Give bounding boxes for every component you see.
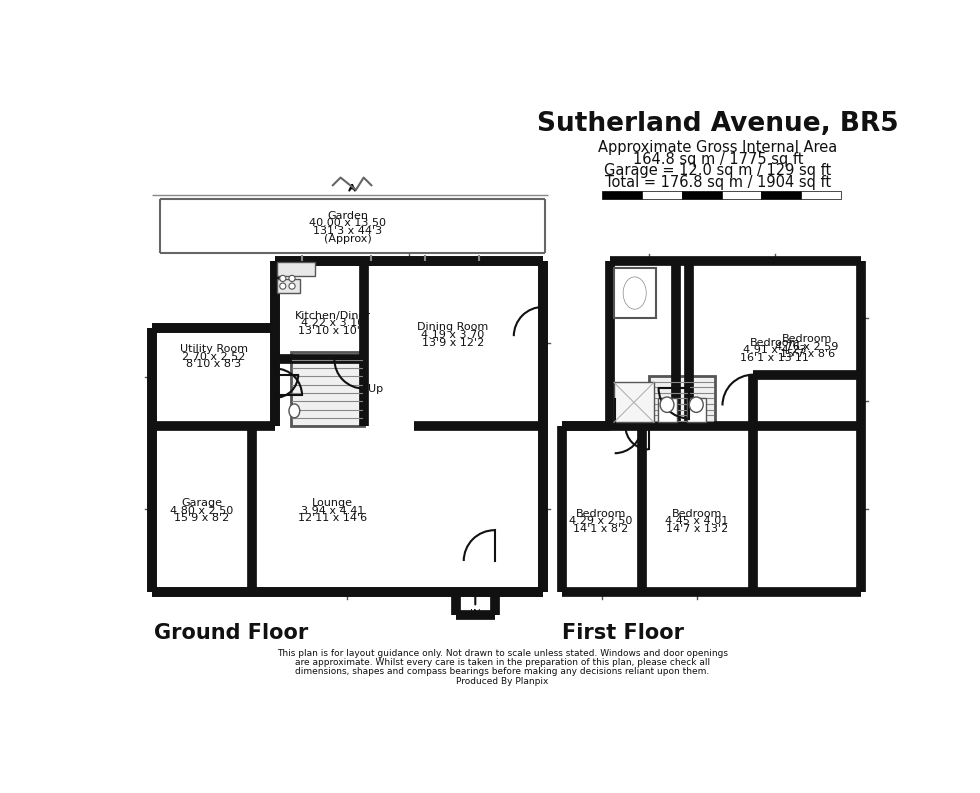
Text: Utility Room: Utility Room	[179, 344, 248, 354]
Text: 13'9 x 12'2: 13'9 x 12'2	[421, 338, 484, 347]
Bar	[802, 191, 841, 199]
Text: 4.22 x 3.10: 4.22 x 3.10	[301, 319, 365, 328]
Text: Kitchen/Diner: Kitchen/Diner	[295, 311, 370, 320]
Text: 12'11 x 14'6: 12'11 x 14'6	[298, 513, 368, 523]
Text: Garage: Garage	[181, 498, 222, 508]
Text: Total = 176.8 sq m / 1904 sq ft: Total = 176.8 sq m / 1904 sq ft	[605, 174, 831, 190]
Text: 15'9 x 8'2: 15'9 x 8'2	[174, 513, 229, 523]
Ellipse shape	[289, 404, 300, 418]
Text: First Floor: First Floor	[563, 623, 684, 642]
Text: (Approx): (Approx)	[323, 234, 371, 243]
Text: Bedroom: Bedroom	[750, 338, 800, 347]
Text: are approximate. Whilst every care is taken in the preparation of this plan, ple: are approximate. Whilst every care is ta…	[295, 658, 710, 667]
Text: 4.19 x 3.70: 4.19 x 3.70	[421, 330, 484, 340]
Text: Produced By Planpix: Produced By Planpix	[456, 676, 549, 686]
Text: 4.91 x 4.23: 4.91 x 4.23	[743, 346, 807, 355]
Bar	[682, 191, 721, 199]
Bar	[613, 268, 657, 319]
Text: This plan is for layout guidance only. Not drawn to scale unless stated. Windows: This plan is for layout guidance only. N…	[276, 649, 728, 658]
Text: Bedroom: Bedroom	[672, 508, 722, 519]
Bar	[721, 191, 761, 199]
Bar	[613, 382, 654, 423]
Circle shape	[279, 275, 286, 282]
Text: dimensions, shapes and compass bearings before making any decisions reliant upon: dimensions, shapes and compass bearings …	[295, 668, 710, 676]
Text: 15'7 x 8'6: 15'7 x 8'6	[780, 349, 835, 359]
Text: IN: IN	[470, 609, 480, 619]
Bar	[658, 398, 677, 423]
Text: 14'7 x 13'2: 14'7 x 13'2	[666, 524, 728, 534]
Text: 3.94 x 4.41: 3.94 x 4.41	[301, 506, 365, 515]
Circle shape	[289, 283, 295, 289]
Text: 16'1 x 13'11: 16'1 x 13'11	[741, 353, 809, 363]
Circle shape	[289, 275, 295, 282]
Bar	[687, 398, 707, 423]
Text: Ground Floor: Ground Floor	[154, 623, 309, 642]
Ellipse shape	[661, 397, 674, 412]
Text: 2.70 x 2.52: 2.70 x 2.52	[182, 351, 245, 362]
Text: 164.8 sq m / 1775 sq ft: 164.8 sq m / 1775 sq ft	[633, 151, 803, 167]
Text: Dining Room: Dining Room	[417, 322, 489, 332]
Text: 13'10 x 10'2: 13'10 x 10'2	[298, 326, 368, 336]
Text: Dn: Dn	[630, 396, 646, 406]
Text: Bedroom: Bedroom	[782, 334, 832, 344]
Text: 4.80 x 2.50: 4.80 x 2.50	[171, 506, 233, 515]
Text: Lounge: Lounge	[313, 498, 354, 508]
Text: 14'1 x 8'2: 14'1 x 8'2	[573, 524, 628, 534]
Circle shape	[279, 283, 286, 289]
Bar	[642, 191, 682, 199]
Text: 8'10 x 8'3: 8'10 x 8'3	[186, 359, 241, 370]
Bar	[276, 262, 316, 276]
Bar	[290, 351, 364, 427]
Bar	[761, 191, 802, 199]
Text: Sutherland Avenue, BR5: Sutherland Avenue, BR5	[537, 112, 899, 137]
Text: 131'3 x 44'3: 131'3 x 44'3	[313, 226, 382, 236]
Ellipse shape	[623, 277, 646, 309]
Ellipse shape	[689, 397, 704, 412]
Text: Garage = 12.0 sq m / 129 sq ft: Garage = 12.0 sq m / 129 sq ft	[605, 163, 831, 178]
Text: Bedroom: Bedroom	[575, 508, 626, 519]
Bar	[276, 279, 300, 293]
Text: Approximate Gross Internal Area: Approximate Gross Internal Area	[598, 140, 838, 155]
Text: 4.76 x 2.59: 4.76 x 2.59	[775, 342, 839, 351]
Bar	[603, 191, 642, 199]
Bar	[650, 376, 714, 427]
Text: 4.29 x 2.50: 4.29 x 2.50	[569, 516, 632, 527]
Text: 40.00 x 13.50: 40.00 x 13.50	[309, 218, 386, 228]
Text: 4.45 x 4.01: 4.45 x 4.01	[665, 516, 729, 527]
Text: Garden: Garden	[327, 211, 368, 220]
Text: Up: Up	[368, 384, 382, 394]
